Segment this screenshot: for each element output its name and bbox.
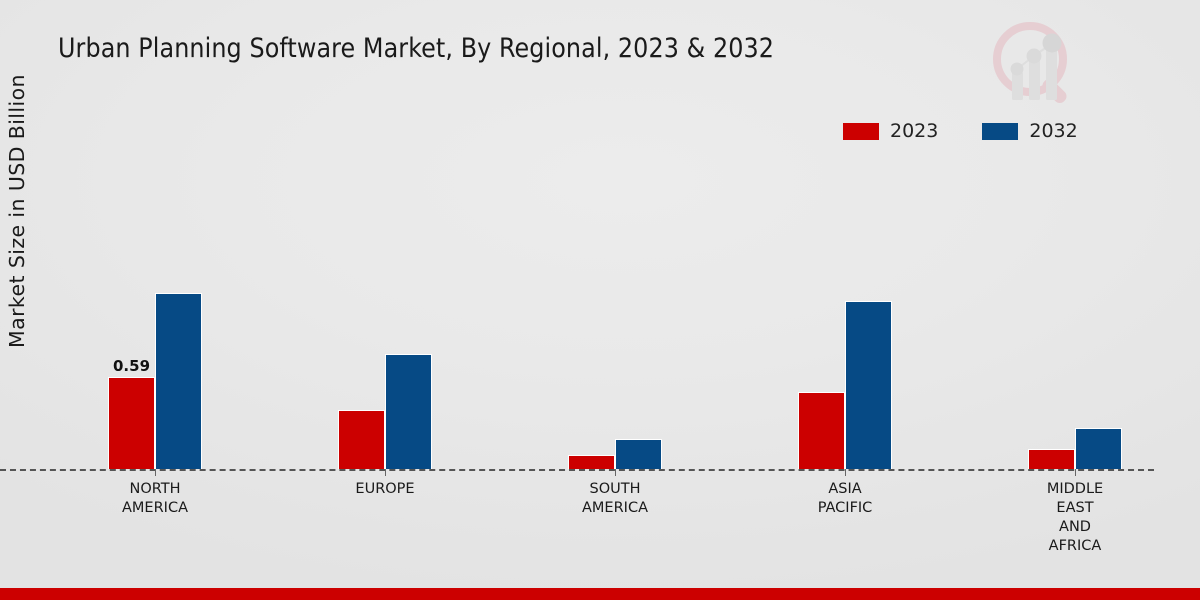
footer-accent-bar [0,588,1200,600]
bar-2023-asia-pacific[interactable] [798,392,845,469]
x-axis-baseline [0,469,1154,471]
x-axis-label-line: AMERICA [122,500,188,516]
legend-item-2023[interactable]: 2023 [843,120,938,142]
bar-2023-middle-east-and-africa[interactable] [1028,449,1075,469]
x-axis-tick-asia-pacific [845,469,846,476]
legend-swatch-blue-icon [982,122,1019,140]
bar-2023-north-america[interactable]: 0.59 [108,357,155,469]
x-axis-label-line: NORTH [129,481,181,497]
bar-2023-south-america[interactable] [568,455,615,469]
x-axis-label-line: ASIA [828,481,862,497]
legend-item-2032[interactable]: 2032 [982,120,1078,142]
x-axis-label-asia-pacific: ASIA PACIFIC [818,480,873,518]
bar-2032-asia-pacific[interactable] [845,301,892,469]
bar-2032-middle-east-and-africa[interactable] [1075,428,1122,469]
x-axis-tick-north-america [155,469,156,476]
x-axis-label-line: MIDDLE [1046,481,1104,497]
x-axis-tick-europe [385,469,386,476]
x-axis-label-line: EAST [1056,500,1094,516]
bar-group-europe: EUROPE [270,160,500,497]
bar-2032-north-america[interactable] [155,293,202,469]
bar-group-asia-pacific: ASIA PACIFIC [730,160,960,516]
bar-value-label-north-america-2023: 0.59 [112,357,151,375]
x-axis-label-line: PACIFIC [817,500,873,516]
chart-title: Urban Planning Software Market, By Regio… [58,33,775,64]
bar-2032-south-america[interactable] [615,439,662,469]
x-axis-label-line: EUROPE [355,481,415,497]
bar-group-south-america: SOUTH AMERICA [500,160,730,516]
legend-label-2023: 2023 [890,120,939,142]
magnifier-bar-chart-logo-watermark [985,14,1085,109]
chart-legend: 2023 2032 [843,120,1078,142]
x-axis-label-south-america: SOUTH AMERICA [582,480,648,518]
y-axis-title: Market Size in USD Billion [5,74,29,348]
x-axis-label-line: AND [1059,519,1091,535]
x-axis-label-europe: EUROPE [355,480,414,499]
x-axis-label-line: AMERICA [582,500,648,516]
plot-area: 0.59 NORTH AMERICA EUROPE [40,160,1190,554]
legend-label-2032: 2032 [1029,120,1078,142]
x-axis-label-middle-east-and-africa: MIDDLE EAST AND AFRICA [1047,480,1103,556]
x-axis-label-line: AFRICA [1048,538,1102,554]
x-axis-tick-south-america [615,469,616,476]
x-axis-tick-middle-east-and-africa [1075,469,1076,476]
bar-2023-europe[interactable] [338,410,385,469]
legend-swatch-red-icon [843,122,879,140]
bar-group-middle-east-and-africa: MIDDLE EAST AND AFRICA [960,160,1190,554]
bar-group-north-america: 0.59 NORTH AMERICA [40,160,270,516]
bar-2032-europe[interactable] [385,354,432,469]
x-axis-label-line: SOUTH [589,481,641,497]
x-axis-label-north-america: NORTH AMERICA [122,480,188,518]
